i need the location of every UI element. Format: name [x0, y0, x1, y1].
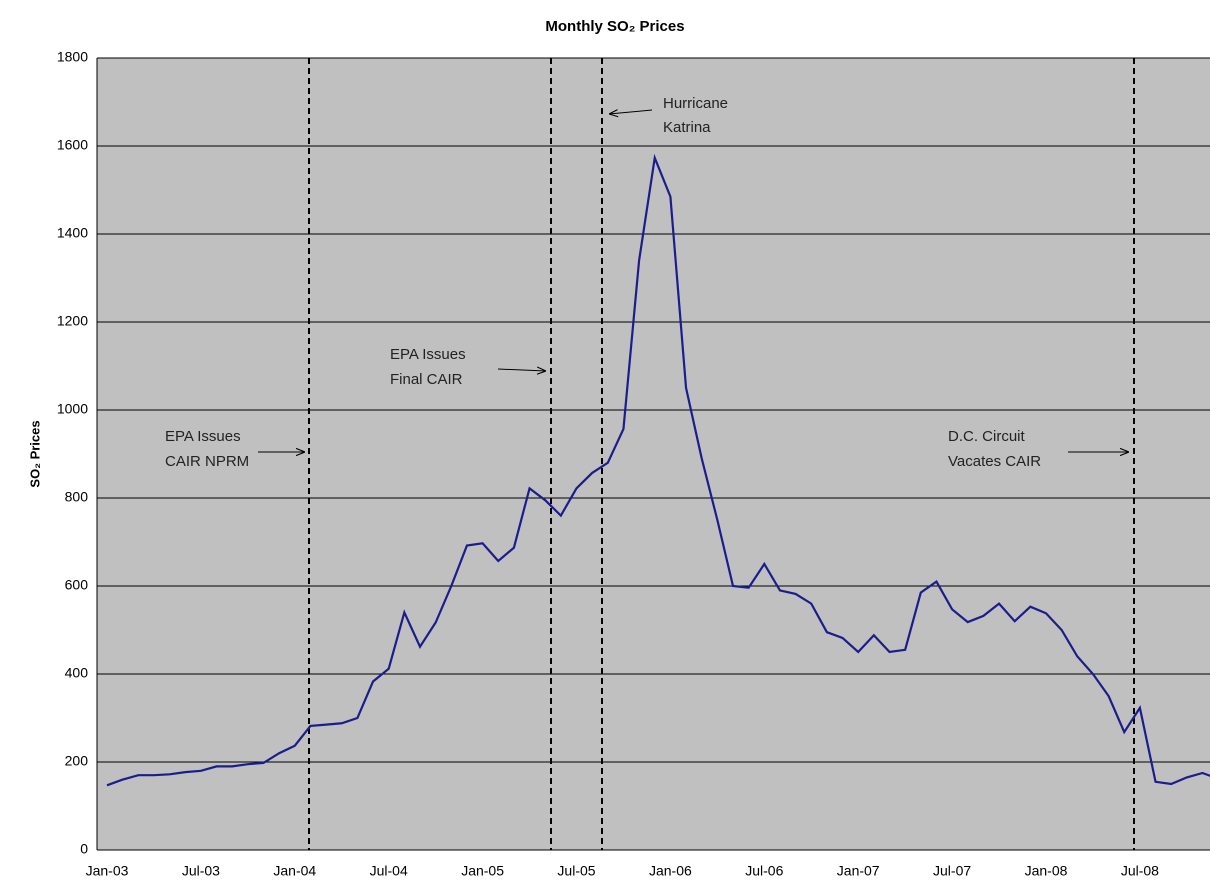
annotation: Hurricane Katrina	[663, 95, 728, 136]
y-tick-label: 200	[65, 753, 89, 769]
x-tick-label: Jan-08	[1025, 863, 1068, 879]
x-tick-label: Jul-08	[1121, 863, 1159, 879]
x-tick-label: Jul-03	[182, 863, 220, 879]
chart-title: Monthly SO₂ Prices	[545, 18, 684, 35]
x-tick-label: Jul-07	[933, 863, 971, 879]
y-tick-label: 1600	[57, 137, 88, 153]
y-tick-label: 1800	[57, 49, 88, 65]
y-tick-label: 800	[65, 489, 89, 505]
x-tick-label: Jan-06	[649, 863, 692, 879]
y-tick-label: 400	[65, 665, 89, 681]
x-tick-label: Jan-03	[86, 863, 129, 879]
annotation: EPA Issues Final CAIR	[390, 346, 466, 388]
data-line	[106, 153, 1210, 787]
y-tick-label: 1200	[57, 313, 88, 329]
arrow	[609, 110, 653, 114]
annotation: D.C. Circuit Vacates CAIR	[948, 428, 1041, 470]
x-tick-label: Jan-07	[837, 863, 880, 879]
x-tick-label: Jul-06	[745, 863, 783, 879]
y-tick-label: 0	[80, 841, 88, 857]
y-tick-label: 600	[65, 577, 89, 593]
y-tick-label: 1000	[57, 401, 88, 417]
x-tick-label: Jan-05	[461, 863, 504, 879]
y-tick-label: 1400	[57, 225, 88, 241]
annotation: EPA Issues CAIR NPRM	[165, 428, 249, 470]
x-tick-label: Jan-04	[273, 863, 316, 879]
arrows	[258, 110, 1129, 452]
arrow	[497, 369, 546, 371]
x-tick-label: Jul-04	[370, 863, 408, 879]
x-tick-label: Jul-05	[557, 863, 595, 879]
plot-area	[97, 58, 1210, 850]
y-axis-label: SO₂ Prices	[27, 420, 42, 487]
